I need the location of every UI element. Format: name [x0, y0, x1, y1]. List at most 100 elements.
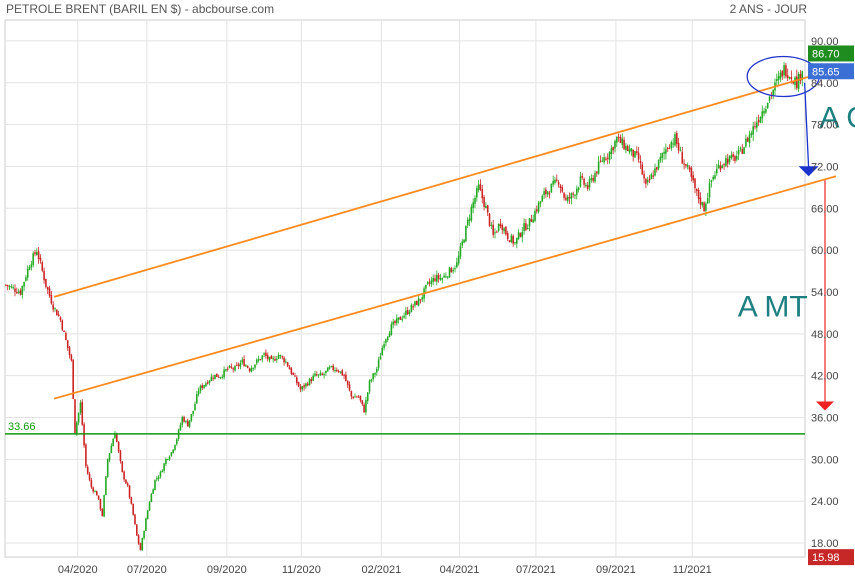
- candle-body: [472, 202, 474, 208]
- candle-body: [428, 282, 431, 284]
- candle-body: [330, 366, 333, 368]
- candle-body: [588, 179, 591, 188]
- candle-body: [681, 152, 684, 164]
- candle-body: [34, 252, 36, 255]
- candle-body: [365, 399, 367, 413]
- candle-body: [586, 185, 589, 189]
- candle-body: [316, 374, 318, 376]
- candle-body: [448, 267, 451, 278]
- candle-body: [90, 479, 93, 488]
- candle-body: [528, 218, 531, 227]
- candle-body: [708, 183, 711, 198]
- candle-body: [283, 357, 285, 363]
- candle-body: [326, 367, 329, 372]
- candle-body: [677, 142, 680, 151]
- candle-body: [92, 487, 94, 492]
- candle-body: [5, 284, 7, 286]
- candle-body: [345, 374, 347, 382]
- y-tick-label: 42.00: [811, 371, 839, 383]
- candle-body: [32, 253, 34, 265]
- candle-body: [763, 111, 765, 114]
- candle-body: [128, 485, 131, 498]
- channel-lower-line: [53, 175, 837, 400]
- candle-body: [103, 495, 105, 517]
- candle-body: [626, 145, 629, 152]
- candle-body: [105, 476, 107, 496]
- candle-body: [437, 274, 440, 279]
- candle-body: [321, 373, 324, 375]
- candle-body: [112, 438, 114, 447]
- candle-body: [617, 136, 620, 138]
- candle-body: [159, 471, 162, 477]
- candle-body: [145, 518, 147, 531]
- candle-body: [168, 456, 171, 460]
- candle-body: [76, 422, 78, 434]
- candle-body: [139, 543, 142, 551]
- candle-body: [436, 274, 438, 282]
- candle-body: [557, 182, 560, 185]
- y-tick-label: 48.00: [811, 329, 839, 341]
- candle-body: [801, 71, 804, 80]
- candle-body: [57, 314, 60, 317]
- y-tick-label: 66.00: [811, 203, 839, 215]
- candle-body: [628, 149, 631, 153]
- candle-body: [130, 497, 133, 504]
- candle-body: [261, 355, 264, 360]
- candle-body: [96, 491, 98, 496]
- y-tick-label: 36.00: [811, 413, 839, 425]
- candle-body: [517, 232, 520, 240]
- candle-body: [223, 369, 225, 378]
- candle-body: [539, 201, 542, 204]
- candle-body: [259, 359, 262, 361]
- candle-body: [463, 239, 465, 243]
- candle-body: [45, 278, 47, 287]
- candle-body: [714, 175, 716, 179]
- candle-body: [306, 383, 309, 386]
- candle-body: [379, 356, 382, 360]
- candle-body: [739, 147, 742, 149]
- candle-body: [263, 353, 265, 355]
- candle-body: [506, 233, 509, 240]
- candle-body: [14, 288, 16, 292]
- candle-body: [690, 167, 693, 177]
- candle-body: [65, 332, 67, 340]
- candle-body: [157, 477, 160, 480]
- candle-body: [783, 65, 785, 76]
- candle-body: [301, 386, 304, 390]
- candle-body: [745, 138, 747, 147]
- candle-body: [790, 77, 793, 80]
- candle-body: [88, 473, 91, 480]
- candle-body: [126, 483, 129, 486]
- candle-body: [174, 444, 176, 450]
- candle-body: [648, 178, 651, 181]
- candle-body: [526, 227, 529, 229]
- candle-body: [19, 290, 22, 295]
- candle-body: [743, 147, 745, 154]
- candle-body: [74, 399, 76, 433]
- candle-body: [685, 164, 687, 166]
- candle-body: [501, 224, 504, 230]
- candle-body: [48, 288, 51, 296]
- candle-body: [6, 285, 9, 287]
- candle-body: [719, 165, 722, 170]
- candle-body: [181, 416, 184, 425]
- axes: 18.00 24.00 30.00 36.00 42.00 48.00 54.00 60.00…: [58, 36, 854, 576]
- candle-body: [141, 537, 144, 551]
- candle-body: [465, 225, 467, 242]
- candle-body: [97, 495, 100, 500]
- candle-body: [43, 270, 45, 281]
- candle-body: [525, 223, 527, 230]
- candle-body: [696, 188, 698, 191]
- candle-body: [414, 301, 416, 306]
- y-tick-label: 84.00: [811, 78, 839, 90]
- candle-body: [499, 223, 502, 227]
- candle-body: [646, 179, 649, 183]
- candle-body: [748, 134, 751, 144]
- x-tick-label: 04/2021: [440, 564, 480, 576]
- candle-body: [119, 450, 122, 462]
- candle-body: [728, 156, 731, 163]
- candle-body: [456, 262, 458, 268]
- x-tick-label: 02/2021: [361, 564, 401, 576]
- candle-body: [550, 183, 553, 193]
- candle-body: [512, 235, 514, 244]
